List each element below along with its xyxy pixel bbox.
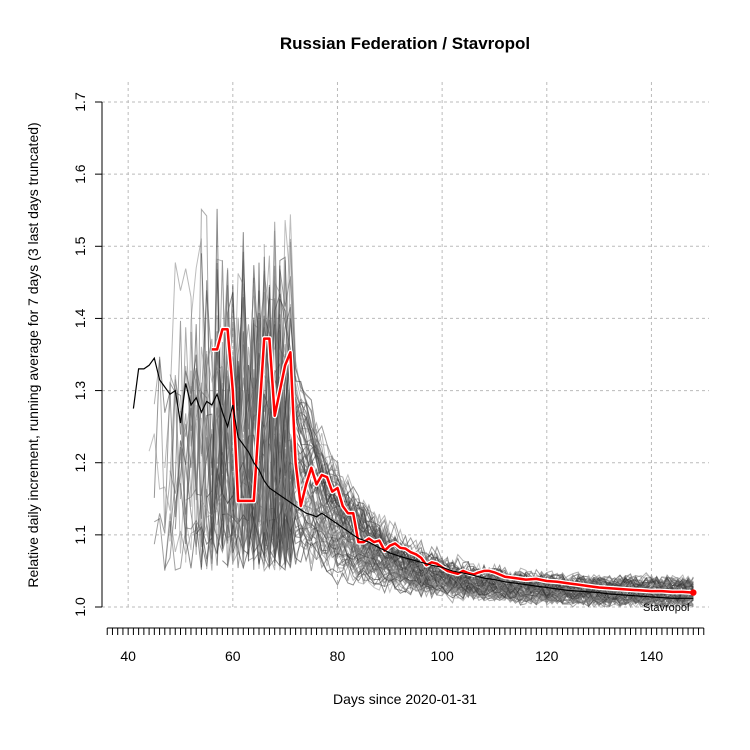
x-axis-label: Days since 2020-01-31 bbox=[333, 691, 477, 707]
x-tick-label: 60 bbox=[225, 648, 241, 664]
y-tick-label: 1.1 bbox=[72, 525, 88, 545]
region-line bbox=[195, 422, 694, 599]
y-tick-label: 1.0 bbox=[72, 597, 88, 617]
y-axis-label: Relative daily increment, running averag… bbox=[25, 122, 41, 587]
region-line bbox=[206, 459, 694, 592]
y-tick-label: 1.2 bbox=[72, 453, 88, 473]
stavropol-line bbox=[211, 328, 694, 594]
y-tick-label: 1.4 bbox=[72, 308, 88, 328]
region-line bbox=[180, 369, 694, 606]
country-line bbox=[132, 356, 694, 599]
region-line bbox=[169, 324, 694, 606]
stavropol-end-point bbox=[690, 589, 697, 596]
stavropol-label: Stavropol bbox=[643, 602, 689, 614]
x-tick-label: 80 bbox=[330, 648, 346, 664]
x-tick-label: 40 bbox=[120, 648, 136, 664]
x-tick-label: 120 bbox=[535, 648, 559, 664]
axes: 1.0 1.1 1.2 1.3 1.4 1.5 1.6 1.7 40 60 80 100 120 140 bbox=[72, 92, 705, 664]
x-tick-label: 140 bbox=[640, 648, 664, 664]
region-line bbox=[211, 460, 694, 603]
y-tick-label: 1.5 bbox=[72, 236, 88, 256]
region-line bbox=[154, 517, 694, 594]
x-tick-label: 100 bbox=[430, 648, 454, 664]
series-lines bbox=[132, 326, 697, 599]
y-tick-label: 1.3 bbox=[72, 381, 88, 401]
y-tick-label: 1.7 bbox=[72, 92, 88, 112]
y-tick-label: 1.6 bbox=[72, 164, 88, 184]
chart-title: Russian Federation / Stavropol bbox=[280, 34, 530, 53]
region-line bbox=[253, 453, 694, 590]
